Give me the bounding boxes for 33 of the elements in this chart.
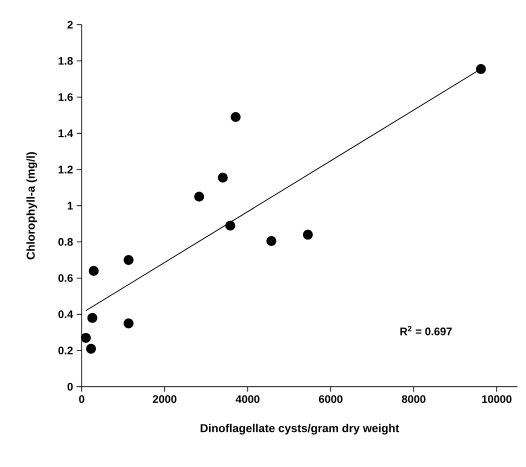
point xyxy=(80,332,91,343)
x-tick-label: 8000 xyxy=(402,395,426,403)
y-axis-title: Chlorophyll-a (mg/l) xyxy=(26,152,38,260)
y-tick-label: 0 xyxy=(68,382,73,391)
y-tick-label: 1.4 xyxy=(58,130,74,138)
x-axis-title: Dinoflagellate cysts/gram dry weight xyxy=(200,424,400,435)
point xyxy=(87,312,98,323)
y-tick-label: 1.2 xyxy=(58,166,73,174)
point xyxy=(266,236,276,246)
point xyxy=(218,172,228,183)
y-tick-label: 1 xyxy=(68,202,73,210)
x-tick-label: 0 xyxy=(79,395,84,403)
point xyxy=(124,318,134,328)
y-tick-label: 0.4 xyxy=(58,310,74,318)
y-tick-label: 1.8 xyxy=(58,57,73,65)
point xyxy=(302,230,313,240)
annotation: R$^{2}$ = 0.697 xyxy=(400,326,452,336)
point xyxy=(194,192,204,202)
point xyxy=(476,64,486,74)
point xyxy=(225,220,236,231)
x-tick-label: 10000 xyxy=(482,395,512,403)
point xyxy=(124,255,134,265)
y-tick-label: 0.2 xyxy=(58,346,73,354)
x-tick-label: 6000 xyxy=(318,395,342,403)
point xyxy=(230,112,241,122)
y-tick-label: 2 xyxy=(67,20,73,29)
point xyxy=(88,266,99,276)
y-tick-label: 1.6 xyxy=(58,93,73,101)
x-tick-label: 2000 xyxy=(152,395,176,403)
y-tick-label: 0.8 xyxy=(58,238,73,246)
x-tick-label: 4000 xyxy=(236,395,260,403)
point xyxy=(86,344,96,354)
y-tick-label: 0.6 xyxy=(58,274,73,282)
